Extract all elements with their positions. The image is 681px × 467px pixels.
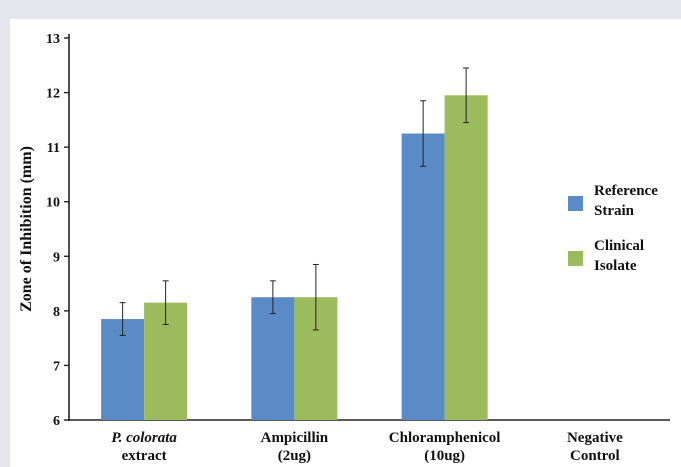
- legend-label: Reference: [594, 183, 658, 199]
- legend-swatch: [568, 196, 583, 211]
- bar-clinical-isolate: [444, 95, 488, 421]
- x-tick-label: (10ug): [424, 448, 465, 464]
- chart-panel: 6 7 8 9 10 11 12 13 Zone of Inhibition (mm) P. co…: [10, 19, 681, 467]
- y-tick-label: 13: [46, 32, 60, 47]
- x-tick-label: Ampicillin: [261, 430, 329, 446]
- bar-chart: 6 7 8 9 10 11 12 13 Zone of Inhibition (mm) P. co…: [18, 32, 670, 464]
- x-tick-label: (2ug): [278, 448, 311, 464]
- y-tick-label: 7: [53, 359, 60, 374]
- legend-label: Isolate: [594, 258, 637, 274]
- y-axis-title: Zone of Inhibition (mm): [18, 146, 35, 312]
- x-tick-label: Negative: [567, 430, 623, 446]
- legend-swatch: [568, 251, 583, 266]
- y-tick-label: 6: [53, 414, 60, 429]
- bar-reference-strain: [251, 297, 295, 420]
- legend-label: Strain: [594, 203, 635, 219]
- x-tick-label: Control: [570, 448, 620, 464]
- y-tick-label: 11: [47, 141, 60, 156]
- y-tick-label: 10: [46, 196, 60, 211]
- y-tick-label: 12: [46, 87, 60, 102]
- x-tick-label: extract: [122, 448, 167, 464]
- y-tick-label: 9: [53, 250, 60, 265]
- legend-label: Clinical: [594, 238, 644, 254]
- x-tick-label: P. colorata: [111, 430, 177, 446]
- x-tick-label: Chloramphenicol: [389, 430, 501, 446]
- bar-reference-strain: [401, 133, 445, 420]
- y-tick-label: 8: [53, 305, 60, 320]
